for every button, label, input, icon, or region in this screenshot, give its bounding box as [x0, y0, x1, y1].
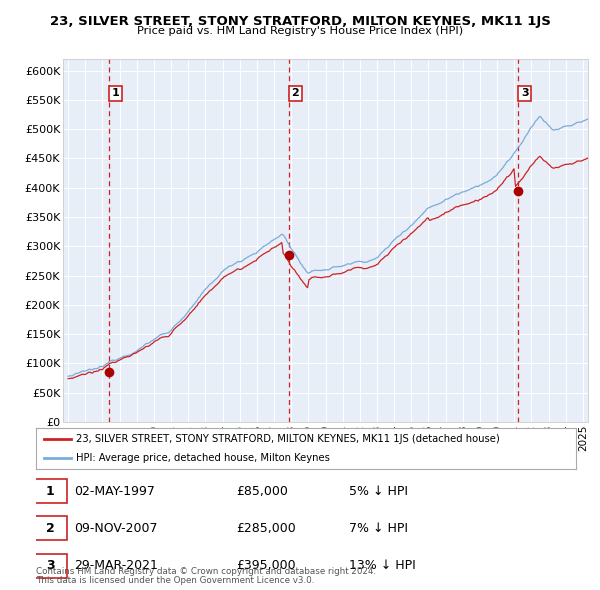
Text: HPI: Average price, detached house, Milton Keynes: HPI: Average price, detached house, Milt…: [77, 453, 331, 463]
Text: 7% ↓ HPI: 7% ↓ HPI: [349, 522, 408, 535]
Text: Price paid vs. HM Land Registry's House Price Index (HPI): Price paid vs. HM Land Registry's House …: [137, 26, 463, 36]
Text: 29-MAR-2021: 29-MAR-2021: [74, 559, 158, 572]
Text: This data is licensed under the Open Government Licence v3.0.: This data is licensed under the Open Gov…: [36, 576, 314, 585]
Text: 3: 3: [46, 559, 55, 572]
Text: £85,000: £85,000: [236, 484, 287, 498]
FancyBboxPatch shape: [34, 516, 67, 540]
Text: 09-NOV-2007: 09-NOV-2007: [74, 522, 157, 535]
FancyBboxPatch shape: [34, 553, 67, 578]
Text: 23, SILVER STREET, STONY STRATFORD, MILTON KEYNES, MK11 1JS: 23, SILVER STREET, STONY STRATFORD, MILT…: [50, 15, 550, 28]
Text: 13% ↓ HPI: 13% ↓ HPI: [349, 559, 416, 572]
Text: 1: 1: [112, 88, 119, 99]
Text: 3: 3: [521, 88, 529, 99]
Text: 5% ↓ HPI: 5% ↓ HPI: [349, 484, 408, 498]
Text: 2: 2: [46, 522, 55, 535]
Text: £285,000: £285,000: [236, 522, 296, 535]
Text: Contains HM Land Registry data © Crown copyright and database right 2024.: Contains HM Land Registry data © Crown c…: [36, 567, 376, 576]
Text: £395,000: £395,000: [236, 559, 295, 572]
FancyBboxPatch shape: [34, 479, 67, 503]
Text: 1: 1: [46, 484, 55, 498]
Text: 23, SILVER STREET, STONY STRATFORD, MILTON KEYNES, MK11 1JS (detached house): 23, SILVER STREET, STONY STRATFORD, MILT…: [77, 434, 500, 444]
Text: 2: 2: [292, 88, 299, 99]
Text: 02-MAY-1997: 02-MAY-1997: [74, 484, 155, 498]
